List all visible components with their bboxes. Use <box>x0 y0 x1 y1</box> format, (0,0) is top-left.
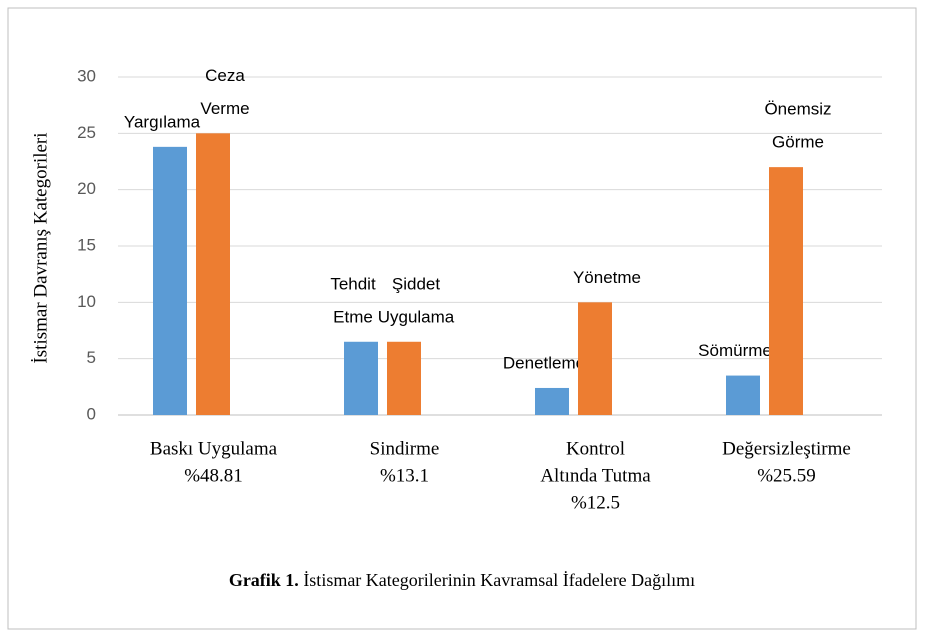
bar <box>387 341 421 415</box>
x-tick-label: %25.59 <box>757 465 816 486</box>
bar-label: Verme <box>200 99 249 118</box>
x-tick-label: %13.1 <box>380 465 429 486</box>
bar <box>578 302 612 415</box>
x-tick-label: %48.81 <box>184 465 243 486</box>
bar <box>153 146 187 415</box>
bar-label: Görme <box>772 133 824 152</box>
x-tick-label: Baskı Uygulama <box>150 438 278 459</box>
y-tick-label: 25 <box>77 123 96 142</box>
bar-label: Yargılama <box>124 112 201 131</box>
bar <box>344 341 378 415</box>
bar-label: Etme <box>333 307 373 326</box>
bar <box>726 375 760 415</box>
bar <box>196 133 230 416</box>
bar-label: Şiddet <box>392 274 440 293</box>
y-tick-label: 10 <box>77 292 96 311</box>
bar-label: Tehdit <box>330 274 376 293</box>
bar <box>769 167 803 415</box>
caption-label: Grafik 1. <box>229 570 299 590</box>
x-tick-label: Sindirme <box>370 438 440 459</box>
bar-label: Ceza <box>205 66 245 85</box>
bar-label: Denetleme <box>503 353 585 372</box>
y-axis-label: İstismar Davranış Kategorileri <box>30 132 51 363</box>
y-tick-label: 20 <box>77 179 96 198</box>
bar-label: Uygulama <box>378 307 455 326</box>
x-tick-label: Kontrol <box>566 438 625 459</box>
x-tick-label: Değersizleştirme <box>722 438 851 459</box>
x-tick-label: %12.5 <box>571 492 620 513</box>
caption-text: İstismar Kategorilerinin Kavramsal İfade… <box>303 570 695 590</box>
bar-label: Önemsiz <box>764 100 831 119</box>
x-tick-label: Altında Tutma <box>540 465 651 486</box>
bar <box>535 387 569 415</box>
bar-label: Yönetme <box>573 268 641 287</box>
y-tick-label: 15 <box>77 235 96 254</box>
bar-label: Sömürme <box>698 341 772 360</box>
y-tick-label: 5 <box>87 348 96 367</box>
y-tick-label: 0 <box>87 404 96 423</box>
caption: Grafik 1. İstismar Kategorilerinin Kavra… <box>229 570 695 590</box>
y-tick-label: 30 <box>77 66 96 85</box>
